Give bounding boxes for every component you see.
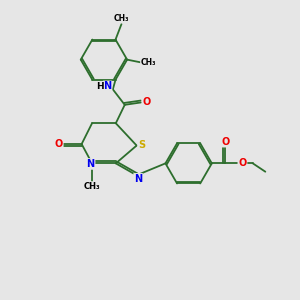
Text: CH₃: CH₃: [114, 14, 129, 23]
Text: N: N: [103, 81, 112, 92]
Text: O: O: [238, 158, 247, 168]
Text: H: H: [97, 82, 104, 91]
Text: S: S: [138, 140, 145, 150]
Text: CH₃: CH₃: [84, 182, 100, 191]
Text: O: O: [142, 97, 151, 107]
Text: O: O: [221, 137, 229, 147]
Text: N: N: [86, 159, 94, 169]
Text: N: N: [134, 174, 142, 184]
Text: O: O: [54, 139, 63, 149]
Text: CH₃: CH₃: [141, 58, 156, 67]
